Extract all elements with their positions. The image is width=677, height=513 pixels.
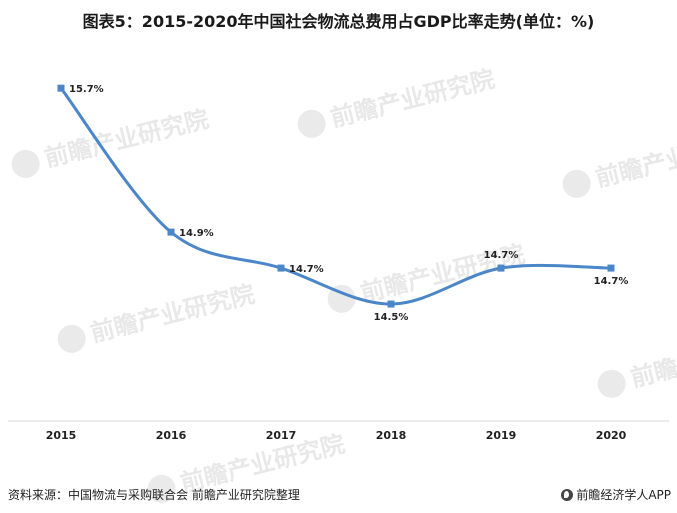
qianzhan-logo-icon xyxy=(561,488,574,501)
chart-title: 图表5：2015-2020年中国社会物流总费用占GDP比率走势(单位：%) xyxy=(82,12,595,31)
data-point-marker xyxy=(607,264,615,272)
data-labels: 15.7% 14.9% 14.7% 14.5% 14.7% 14.7% xyxy=(69,84,628,323)
series-line xyxy=(59,86,613,306)
watermark-text: 前瞻产业研究院 xyxy=(628,325,677,393)
watermark-text: 前瞻产业研究院 xyxy=(328,65,498,133)
watermark: 前瞻产业研究院 xyxy=(562,125,677,198)
qianzhan-leaf-logo-icon xyxy=(327,284,356,313)
qianzhan-leaf-logo-icon xyxy=(562,169,591,198)
x-tick-label: 2015 xyxy=(46,429,77,442)
watermark-text: 前瞻产业研究院 xyxy=(42,105,212,173)
brand-name: 前瞻经济学人APP xyxy=(576,488,671,502)
watermark: 前瞻产业研究院 xyxy=(597,325,677,398)
x-axis-ticks: 2015 2016 2017 2018 2019 2020 xyxy=(46,429,627,442)
data-point-marker xyxy=(167,228,175,236)
data-label: 15.7% xyxy=(69,84,104,95)
data-point-marker xyxy=(497,264,505,272)
data-label: 14.7% xyxy=(289,264,324,275)
watermark: 前瞻产业研究院 xyxy=(297,65,498,138)
data-label: 14.7% xyxy=(484,250,519,261)
x-tick-label: 2019 xyxy=(486,429,517,442)
watermark: 前瞻产业研究院 xyxy=(57,280,258,353)
x-tick-label: 2018 xyxy=(376,429,407,442)
data-label: 14.9% xyxy=(179,228,214,239)
qianzhan-leaf-logo-icon xyxy=(597,369,626,398)
footer-brand: 前瞻经济学人APP xyxy=(561,486,671,503)
data-point-marker xyxy=(277,264,285,272)
data-label: 14.7% xyxy=(594,276,629,287)
watermark-layer: 前瞻产业研究院前瞻产业研究院前瞻产业研究院前瞻产业研究院前瞻产业研究院前瞻产业研… xyxy=(11,65,677,503)
x-tick-label: 2016 xyxy=(156,429,187,442)
qianzhan-leaf-logo-icon xyxy=(11,149,40,178)
watermark-text: 前瞻产业研究院 xyxy=(88,280,258,348)
data-source-note: 资料来源：中国物流与采购联合会 前瞻产业研究院整理 xyxy=(8,488,300,502)
qianzhan-leaf-logo-icon xyxy=(147,474,176,503)
qianzhan-leaf-logo-icon xyxy=(57,324,86,353)
watermark: 前瞻产业研究院 xyxy=(11,105,212,178)
watermark-text: 前瞻产业研究院 xyxy=(593,125,677,193)
x-tick-label: 2017 xyxy=(266,429,297,442)
data-point-marker xyxy=(387,300,395,308)
data-markers xyxy=(57,84,615,308)
data-label: 14.5% xyxy=(374,312,409,323)
x-tick-label: 2020 xyxy=(596,429,627,442)
data-point-marker xyxy=(57,84,65,92)
qianzhan-leaf-logo-icon xyxy=(297,109,326,138)
